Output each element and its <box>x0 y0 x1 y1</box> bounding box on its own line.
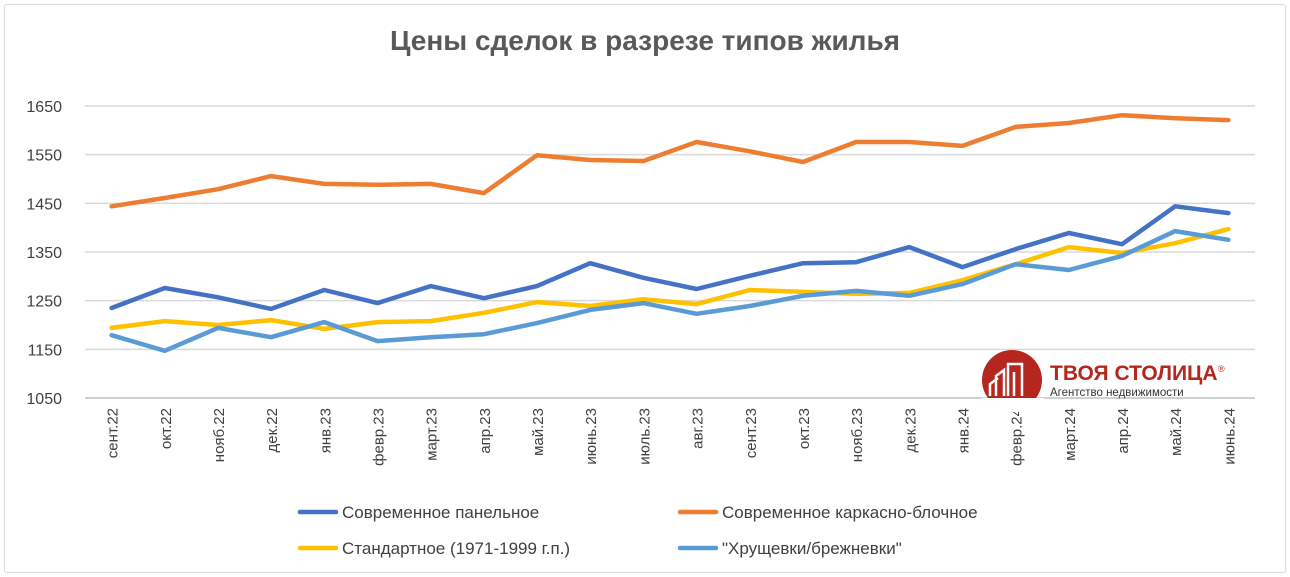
x-tick-label: май.23 <box>530 408 547 456</box>
x-tick-label: май.24 <box>1168 408 1185 456</box>
x-tick-label: дек.22 <box>264 408 281 453</box>
x-tick-label: сент.23 <box>743 408 760 458</box>
x-tick-label: апр.23 <box>477 408 494 454</box>
logo-name: ТВОЯ СТОЛИЦА <box>1050 362 1218 385</box>
y-tick-label: 1450 <box>26 196 62 213</box>
series-line-1 <box>109 112 1231 209</box>
x-tick-label: июнь.23 <box>583 408 600 465</box>
x-tick-label: февр.24 <box>1009 408 1026 466</box>
chart-title: Цены сделок в разрезе типов жилья <box>390 25 900 56</box>
x-tick-label: нояб.22 <box>211 408 228 462</box>
series-line-0 <box>109 204 1231 312</box>
x-tick-label: март.23 <box>424 408 441 461</box>
logo-tagline: Агентство недвижимости <box>1050 387 1184 399</box>
x-tick-label: март.24 <box>1062 408 1079 461</box>
y-tick-label: 1550 <box>26 148 62 165</box>
series-line-2 <box>109 226 1231 332</box>
y-tick-label: 1050 <box>26 391 62 408</box>
logo-registered: ® <box>1218 364 1225 374</box>
x-tick-label: янв.24 <box>956 408 973 453</box>
x-tick-label: июнь.24 <box>1221 408 1238 465</box>
x-tick-label: окт.22 <box>158 408 175 449</box>
x-tick-label: авг.23 <box>690 408 707 449</box>
y-tick-label: 1350 <box>26 245 62 262</box>
x-tick-label: апр.24 <box>1115 408 1132 454</box>
y-tick-label: 1650 <box>26 99 62 116</box>
x-tick-label: июль.23 <box>636 408 653 465</box>
y-tick-label: 1250 <box>26 294 62 311</box>
y-tick-label: 1150 <box>28 342 63 359</box>
chart-frame <box>4 4 1286 573</box>
legend-label: "Хрущевки/брежневки" <box>722 539 902 558</box>
x-tick-label: нояб.23 <box>849 408 866 462</box>
x-tick-label: февр.23 <box>371 408 388 466</box>
logo: ТВОЯ СТОЛИЦА ® Агентство недвижимости <box>982 350 1225 412</box>
legend-label: Современное каркасно-блочное <box>722 503 978 522</box>
legend-label: Стандартное (1971-1999 г.п.) <box>342 539 570 558</box>
x-tick-label: окт.23 <box>796 408 813 449</box>
x-tick-label: сент.22 <box>105 408 122 458</box>
legend-label: Современное панельное <box>342 503 539 522</box>
series-line-3 <box>109 228 1231 354</box>
x-tick-label: янв.23 <box>317 408 334 453</box>
x-tick-label: дек.23 <box>902 408 919 453</box>
